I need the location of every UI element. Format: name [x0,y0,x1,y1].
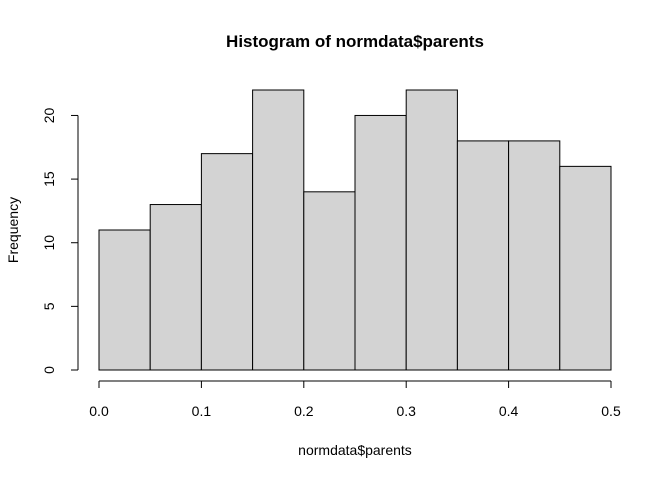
x-tick-label-3: 0.3 [396,403,416,419]
histogram-bar-5 [303,191,356,371]
histogram-bar-6 [354,114,407,371]
histogram-bar-10 [559,165,612,371]
chart-title: Histogram of normdata$parents [226,32,484,51]
x-tick-label-5: 0.5 [601,403,621,419]
x-tick-label-0: 0.0 [89,403,109,419]
y-tick-label-0: 0 [41,366,57,374]
x-axis: 0.0 0.1 0.2 0.3 0.4 0.5 [89,380,621,419]
x-tick-label-1: 0.1 [192,403,212,419]
histogram-bar-7 [405,89,458,371]
x-tick-label-2: 0.2 [294,403,314,419]
histogram-bar-2 [149,204,202,371]
histogram-bar-1 [98,229,151,371]
histogram-bar-9 [508,140,561,371]
y-tick-label-3: 15 [41,171,57,187]
x-axis-label: normdata$parents [298,442,412,458]
y-axis-label: Frequency [5,197,21,263]
histogram-bar-3 [200,153,254,371]
histogram-bar-8 [456,140,510,371]
y-tick-label-1: 5 [41,302,57,310]
histogram-bar-4 [252,89,305,371]
x-tick-label-4: 0.4 [499,403,519,419]
y-tick-label-4: 20 [41,107,57,123]
y-tick-label-2: 10 [41,235,57,251]
bars-group [98,89,612,371]
y-axis: 0 5 10 15 20 [41,107,79,374]
